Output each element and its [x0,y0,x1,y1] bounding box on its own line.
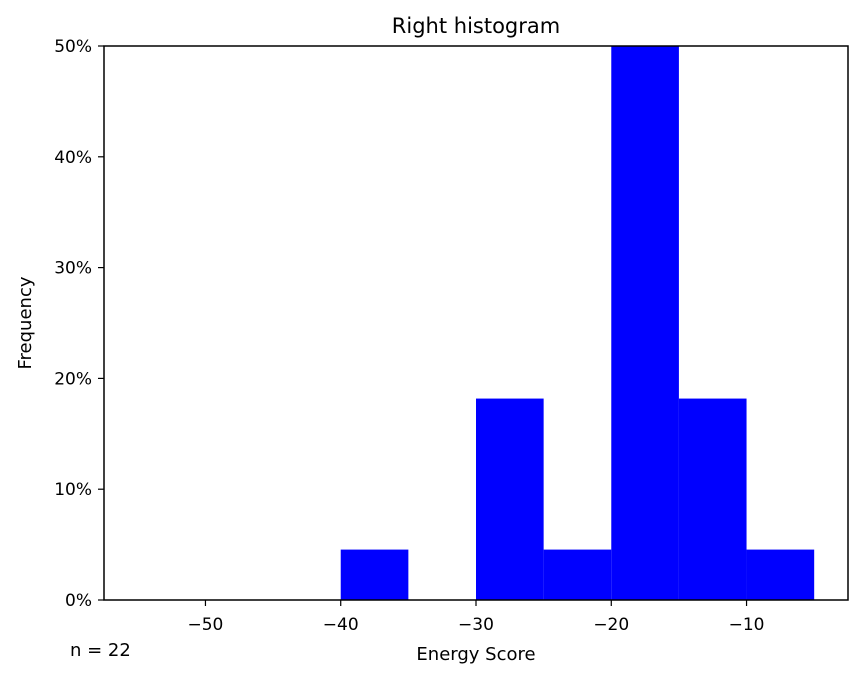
histogram-bar [340,549,409,600]
chart-title: Right histogram [392,14,560,38]
x-axis: −50 −40 −30 −20 −10 [188,600,765,635]
histogram-bar [611,46,679,600]
histogram-bar [543,549,612,600]
x-tick-label: −10 [729,615,765,635]
x-tick-label: −40 [323,615,359,635]
y-tick-label: 20% [54,369,92,389]
x-tick-label: −50 [188,615,224,635]
histogram-bar [476,398,544,600]
y-tick-label: 30% [54,259,92,279]
histogram-bar [746,549,815,600]
x-tick-label: −20 [593,615,629,635]
y-axis-label: Frequency [15,276,36,369]
bars-group [340,46,815,600]
x-axis-label: Energy Score [416,644,535,665]
histogram-bar [678,398,747,600]
y-tick-label: 10% [54,480,92,500]
y-tick-label: 0% [65,591,92,611]
y-tick-label: 50% [54,37,92,57]
sample-size-note: n = 22 [70,640,131,661]
y-axis: 0% 10% 20% 30% 40% 50% [54,37,104,611]
y-tick-label: 40% [54,148,92,168]
x-tick-label: −30 [458,615,494,635]
